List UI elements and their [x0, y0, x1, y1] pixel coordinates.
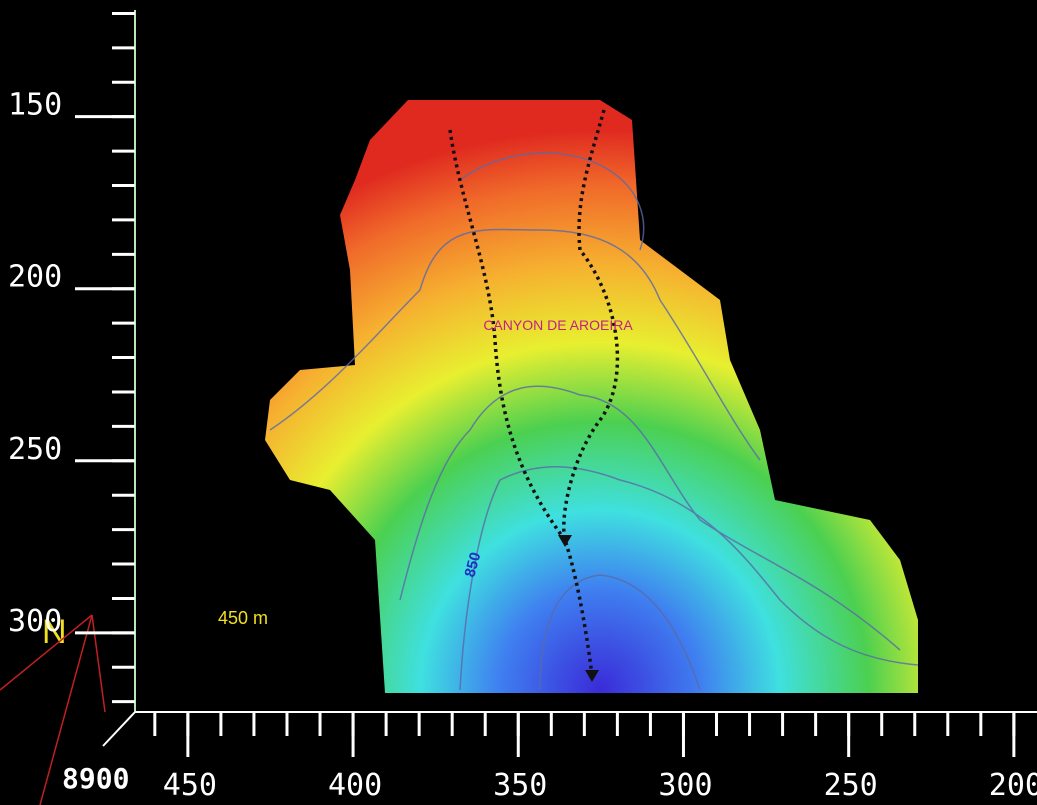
x-tick-label: 350	[493, 768, 547, 803]
x-tick-label: 300	[658, 768, 712, 803]
y-tick-label: 250	[8, 432, 62, 467]
terrain-view: CANYON DE AROEIRA 850 450 m N 8900 15020…	[0, 0, 1037, 805]
axis-corner	[103, 712, 135, 746]
page: {"chart_data": {"type": "surface", "anno…	[0, 0, 1037, 805]
scale-label: 450 m	[218, 608, 268, 628]
x-tick-label: 200	[989, 768, 1037, 803]
canyon-label: CANYON DE AROEIRA	[483, 317, 633, 333]
x-tick-label: 400	[328, 768, 382, 803]
y-tick-label: 150	[8, 88, 62, 123]
compass-line	[92, 615, 105, 712]
y-tick-label: 200	[8, 260, 62, 295]
corner-label: 8900	[62, 762, 129, 795]
y-tick-label: 300	[8, 604, 62, 639]
x-tick-label: 450	[163, 768, 217, 803]
x-tick-label: 250	[824, 768, 878, 803]
